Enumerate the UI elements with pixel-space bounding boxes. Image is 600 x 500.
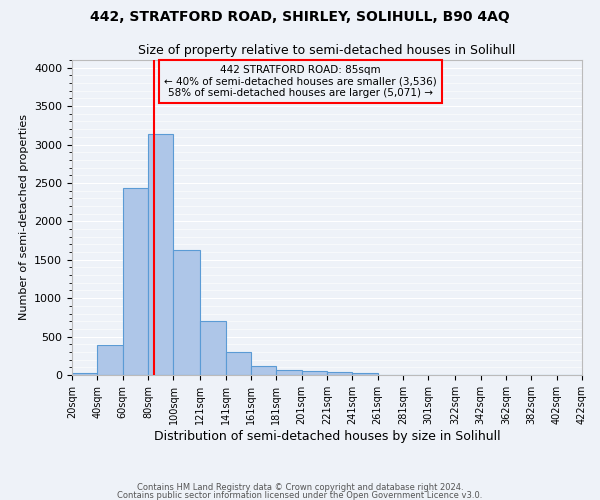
- Title: Size of property relative to semi-detached houses in Solihull: Size of property relative to semi-detach…: [139, 44, 515, 58]
- Text: Contains public sector information licensed under the Open Government Licence v3: Contains public sector information licen…: [118, 490, 482, 500]
- Bar: [200, 321, 226, 375]
- Y-axis label: Number of semi-detached properties: Number of semi-detached properties: [19, 114, 29, 320]
- Bar: [327, 372, 352, 375]
- Bar: [72, 372, 97, 375]
- Text: Contains HM Land Registry data © Crown copyright and database right 2024.: Contains HM Land Registry data © Crown c…: [137, 484, 463, 492]
- X-axis label: Distribution of semi-detached houses by size in Solihull: Distribution of semi-detached houses by …: [154, 430, 500, 442]
- Bar: [123, 188, 148, 375]
- Bar: [251, 366, 276, 375]
- Bar: [226, 352, 251, 375]
- Bar: [173, 250, 200, 375]
- Bar: [352, 374, 378, 375]
- Text: 442 STRATFORD ROAD: 85sqm
← 40% of semi-detached houses are smaller (3,536)
58% : 442 STRATFORD ROAD: 85sqm ← 40% of semi-…: [164, 65, 437, 98]
- Bar: [276, 370, 302, 375]
- Bar: [302, 371, 327, 375]
- Text: 442, STRATFORD ROAD, SHIRLEY, SOLIHULL, B90 4AQ: 442, STRATFORD ROAD, SHIRLEY, SOLIHULL, …: [90, 10, 510, 24]
- Bar: [97, 345, 123, 375]
- Bar: [148, 134, 173, 375]
